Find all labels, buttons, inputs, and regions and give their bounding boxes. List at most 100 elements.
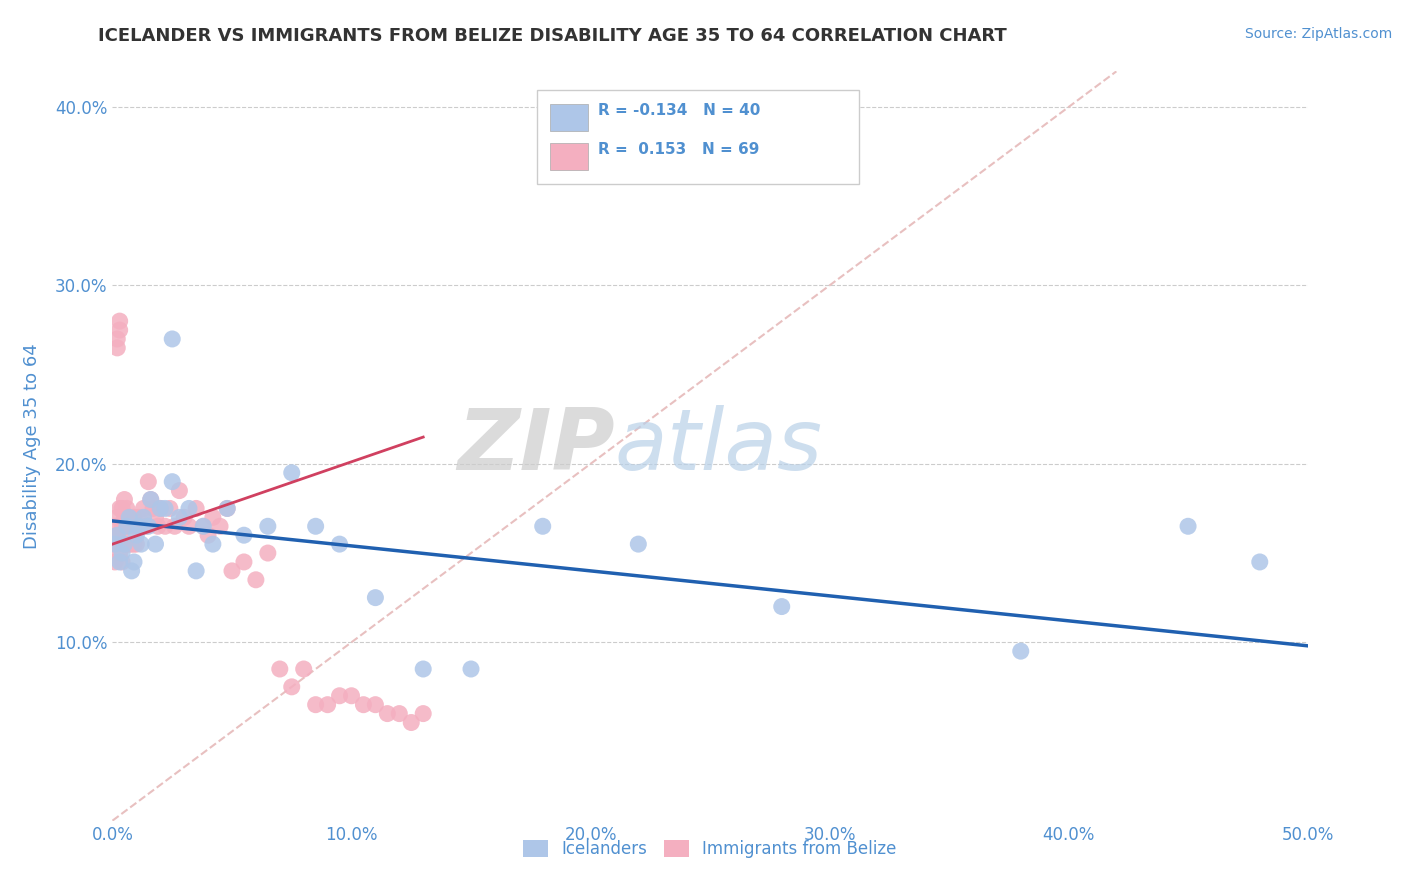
Point	[125, 537, 148, 551]
Point	[388, 706, 411, 721]
Point	[108, 501, 131, 516]
Point	[142, 501, 165, 516]
Text: atlas: atlas	[614, 404, 823, 488]
Point	[139, 492, 162, 507]
Point	[364, 591, 387, 605]
Point	[104, 519, 127, 533]
Point	[111, 555, 134, 569]
Point	[121, 537, 143, 551]
Point	[329, 689, 352, 703]
Point	[197, 528, 219, 542]
Point	[105, 528, 128, 542]
Point	[118, 510, 141, 524]
Point	[108, 528, 131, 542]
Point	[627, 537, 650, 551]
Point	[201, 510, 224, 524]
Point	[115, 537, 138, 551]
Point	[162, 332, 183, 346]
Point	[1249, 555, 1271, 569]
Point	[105, 537, 128, 551]
Point	[401, 715, 423, 730]
Point	[125, 528, 148, 542]
Point	[122, 510, 145, 524]
Point	[146, 519, 169, 533]
Point	[118, 537, 141, 551]
Point	[122, 555, 145, 569]
Point	[114, 492, 135, 507]
Point	[104, 555, 127, 569]
Point	[364, 698, 387, 712]
FancyBboxPatch shape	[537, 90, 859, 184]
Point	[1177, 519, 1199, 533]
Point	[169, 510, 191, 524]
Point	[145, 537, 167, 551]
Point	[352, 698, 374, 712]
Point	[340, 689, 363, 703]
Text: ZIP: ZIP	[457, 404, 614, 488]
Point	[201, 537, 224, 551]
Point	[173, 510, 195, 524]
Point	[305, 698, 328, 712]
Point	[245, 573, 267, 587]
Point	[770, 599, 793, 614]
Point	[186, 564, 208, 578]
Point	[132, 501, 155, 516]
Point	[460, 662, 482, 676]
Point	[111, 546, 134, 560]
Point	[114, 537, 135, 551]
Point	[257, 546, 280, 560]
Point	[233, 528, 256, 542]
Point	[108, 555, 131, 569]
Point	[111, 501, 134, 516]
Point	[162, 475, 183, 489]
Point	[531, 519, 554, 533]
Point	[128, 510, 150, 524]
Point	[153, 501, 176, 516]
FancyBboxPatch shape	[550, 144, 588, 170]
Point	[145, 510, 167, 524]
Point	[412, 706, 434, 721]
Point	[139, 492, 162, 507]
Point	[111, 519, 134, 533]
Y-axis label: Disability Age 35 to 64: Disability Age 35 to 64	[24, 343, 41, 549]
Point	[104, 537, 127, 551]
Point	[132, 510, 155, 524]
Point	[105, 528, 128, 542]
Point	[177, 501, 200, 516]
Point	[114, 510, 135, 524]
Point	[128, 519, 150, 533]
Point	[104, 537, 127, 551]
Point	[159, 501, 181, 516]
Point	[269, 662, 291, 676]
Point	[305, 519, 328, 533]
Point	[316, 698, 339, 712]
Point	[193, 519, 215, 533]
Point	[217, 501, 239, 516]
Point	[177, 519, 200, 533]
Text: ICELANDER VS IMMIGRANTS FROM BELIZE DISABILITY AGE 35 TO 64 CORRELATION CHART: ICELANDER VS IMMIGRANTS FROM BELIZE DISA…	[98, 27, 1007, 45]
Point	[221, 564, 243, 578]
Point	[105, 341, 128, 355]
Point	[105, 510, 128, 524]
Point	[281, 466, 304, 480]
Point	[105, 332, 128, 346]
Point	[412, 662, 434, 676]
Point	[1010, 644, 1032, 658]
Point	[115, 519, 138, 533]
Point	[115, 519, 138, 533]
Point	[329, 537, 352, 551]
Point	[138, 519, 160, 533]
Point	[115, 501, 138, 516]
Text: Source: ZipAtlas.com: Source: ZipAtlas.com	[1244, 27, 1392, 41]
Point	[281, 680, 304, 694]
Point	[149, 501, 172, 516]
Legend: Icelanders, Immigrants from Belize: Icelanders, Immigrants from Belize	[516, 833, 904, 864]
Point	[108, 314, 131, 328]
Point	[149, 501, 172, 516]
Point	[118, 510, 141, 524]
Point	[292, 662, 315, 676]
Point	[217, 501, 239, 516]
Text: R = -0.134   N = 40: R = -0.134 N = 40	[598, 103, 761, 118]
Point	[377, 706, 399, 721]
Point	[186, 501, 208, 516]
